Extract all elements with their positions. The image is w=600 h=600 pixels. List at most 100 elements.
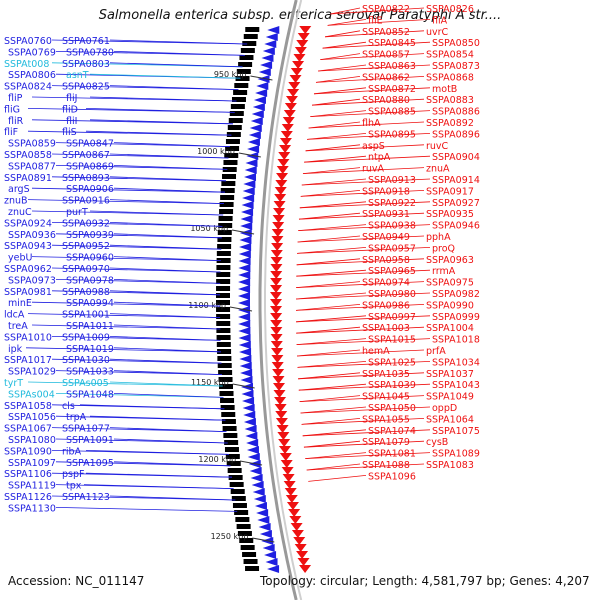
gene-label[interactable]: SSPA0994 [66, 298, 114, 309]
gene-label[interactable]: oppD [432, 403, 457, 414]
gene-label[interactable]: SSPA0885 [368, 107, 416, 118]
gene-label[interactable]: SSPA1074 [368, 426, 416, 437]
gene-label[interactable]: fliG [4, 104, 20, 115]
gene-label[interactable]: SSPA0877 [8, 161, 56, 172]
gene-label[interactable]: SSPA0873 [432, 61, 480, 72]
gene-label[interactable]: SSPA0927 [432, 198, 480, 209]
gene-label[interactable]: SSPAs005 [62, 378, 109, 389]
gene-label[interactable]: SSPA1025 [368, 357, 416, 368]
gene-label[interactable]: SSPA1088 [362, 460, 410, 471]
gene-label[interactable]: cls [62, 401, 75, 412]
gene-label[interactable]: purT [66, 207, 88, 218]
gene-label[interactable]: SSPA0975 [426, 278, 474, 289]
gene-label[interactable]: SSPA0962 [4, 264, 52, 275]
gene-label[interactable]: SSPA0867 [62, 150, 110, 161]
gene-label[interactable]: SSPA0769 [8, 47, 56, 58]
gene-label[interactable]: argS [8, 184, 30, 195]
gene-label[interactable]: SSPA0999 [432, 312, 480, 323]
gene-label[interactable]: SSPA0824 [4, 82, 52, 93]
gene-label[interactable]: SSPA0924 [4, 218, 52, 229]
gene-label[interactable]: SSPA0922 [368, 198, 416, 209]
gene-label[interactable]: SSPA0760 [4, 36, 52, 47]
gene-label[interactable]: SSPA1017 [4, 355, 52, 366]
gene-label[interactable]: SSPA0943 [4, 241, 52, 252]
gene-label[interactable]: SSPA0862 [362, 72, 410, 83]
gene-label[interactable]: motB [432, 84, 457, 95]
gene-label[interactable]: SSPA0986 [362, 300, 410, 311]
gene-label[interactable]: SSPA0938 [368, 221, 416, 232]
gene-label[interactable]: ipk [8, 344, 23, 355]
gene-label[interactable]: SSPA0931 [362, 209, 410, 220]
gene-label[interactable]: aspS [362, 141, 385, 152]
gene-label[interactable]: fliI [66, 116, 77, 127]
gene-label[interactable]: SSPA1043 [432, 380, 480, 391]
gene-label[interactable]: pphA [426, 232, 451, 243]
gene-label[interactable]: znuC [8, 207, 32, 218]
gene-label[interactable]: SSPA1030 [62, 355, 110, 366]
gene-label[interactable]: fliS [62, 127, 77, 138]
gene-label[interactable]: SSPA1011 [66, 321, 114, 332]
gene-label[interactable]: SSPA1123 [62, 492, 110, 503]
gene-label[interactable]: znuB [4, 196, 28, 207]
gene-label[interactable]: SSPA1045 [362, 392, 410, 403]
gene-label[interactable]: fliD [62, 104, 78, 115]
gene-label[interactable]: fliF [4, 127, 18, 138]
gene-label[interactable]: SSPA0895 [368, 129, 416, 140]
gene-label[interactable]: SSPA1095 [66, 458, 114, 469]
gene-label[interactable]: SSPA0896 [432, 129, 480, 140]
gene-label[interactable]: SSPA0988 [62, 287, 110, 298]
gene-label[interactable]: SSPA0982 [432, 289, 480, 300]
gene-label[interactable]: ruvC [426, 141, 449, 152]
gene-label[interactable]: prfA [426, 346, 446, 357]
gene-label[interactable]: SSPA1067 [4, 424, 52, 435]
gene-label[interactable]: SSPA1037 [426, 369, 474, 380]
gene-label[interactable]: hemA [362, 346, 390, 357]
gene-label[interactable]: pspF [62, 469, 84, 480]
gene-label[interactable]: SSPA0990 [426, 300, 474, 311]
gene-label[interactable]: SSPA1064 [426, 414, 474, 425]
gene-label[interactable]: SSPA0960 [66, 253, 114, 264]
gene-label[interactable]: SSPA0973 [8, 275, 56, 286]
gene-label[interactable]: SSPA1126 [4, 492, 52, 503]
gene-label[interactable]: SSPA0997 [368, 312, 416, 323]
gene-label[interactable]: tpx [66, 481, 82, 492]
gene-label[interactable]: SSPA1089 [432, 449, 480, 460]
gene-label[interactable]: SSPA0847 [66, 139, 114, 150]
gene-label[interactable]: SSPA1075 [432, 426, 480, 437]
gene-label[interactable]: SSPA0883 [426, 95, 474, 106]
gene-label[interactable]: SSPA0859 [8, 139, 56, 150]
gene-label[interactable]: SSPA0952 [62, 241, 110, 252]
gene-label[interactable]: SSPA0935 [426, 209, 474, 220]
gene-label[interactable]: SSPA1048 [66, 389, 114, 400]
gene-label[interactable]: SSPA1096 [368, 471, 416, 482]
gene-label[interactable]: SSPA0914 [432, 175, 480, 186]
gene-label[interactable]: fliP [8, 93, 23, 104]
gene-label[interactable]: SSPA0806 [8, 70, 56, 81]
gene-label[interactable]: SSPA1130 [8, 503, 56, 514]
gene-label[interactable]: SSPA1106 [4, 469, 52, 480]
gene-label[interactable]: SSPA0978 [66, 275, 114, 286]
gene-label[interactable]: SSPA1058 [4, 401, 52, 412]
gene-label[interactable]: SSPA0981 [4, 287, 52, 298]
gene-label[interactable]: SSPA0869 [66, 161, 114, 172]
gene-label[interactable]: fliE [368, 15, 383, 26]
gene-label[interactable]: SSPA0939 [66, 230, 114, 241]
gene-label[interactable]: SSPA1049 [426, 392, 474, 403]
gene-label[interactable]: fliJ [66, 93, 77, 104]
gene-label[interactable]: fliR [8, 116, 24, 127]
gene-label[interactable]: SSPA0858 [4, 150, 52, 161]
gene-label[interactable]: SSPA1003 [362, 323, 410, 334]
gene-label[interactable]: asnT [66, 70, 89, 81]
gene-label[interactable]: SSPA1090 [4, 446, 52, 457]
gene-label[interactable]: fliA [432, 15, 448, 26]
gene-label[interactable]: SSPA1029 [8, 367, 56, 378]
gene-label[interactable]: SSPA1019 [66, 344, 114, 355]
gene-label[interactable]: ldcA [4, 310, 25, 321]
gene-label[interactable]: SSPA0904 [432, 152, 480, 163]
gene-label[interactable]: SSPA0872 [368, 84, 416, 95]
gene-label[interactable]: rrmA [432, 266, 456, 277]
gene-label[interactable]: SSPA0974 [362, 278, 410, 289]
gene-label[interactable]: SSPA1091 [66, 435, 114, 446]
gene-label[interactable]: SSPA0949 [362, 232, 410, 243]
gene-label[interactable]: SSPA0916 [62, 196, 110, 207]
